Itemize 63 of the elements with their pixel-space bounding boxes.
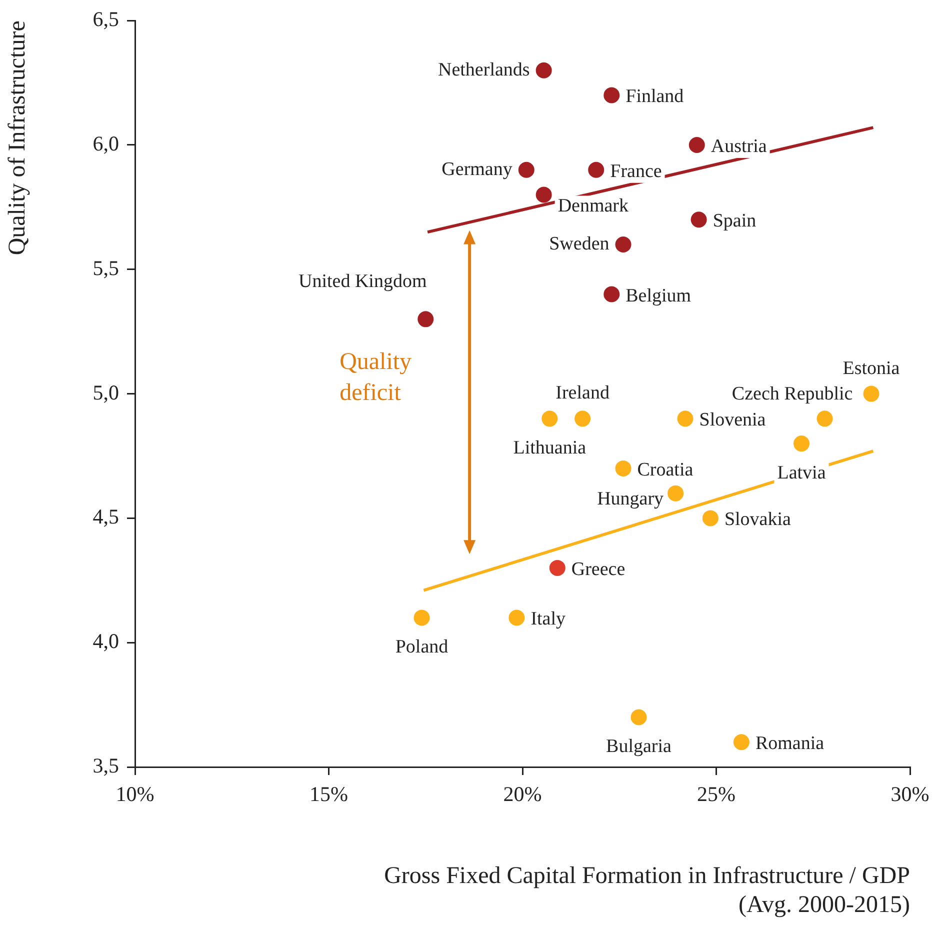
- y-tick-label: 4,0: [92, 629, 119, 654]
- series-label: Austria: [710, 136, 768, 157]
- series-label: Lithuania: [513, 438, 587, 459]
- series-label: Estonia: [842, 358, 900, 379]
- series-label: Spain: [712, 210, 757, 232]
- x-tick-label: 15%: [310, 782, 348, 806]
- series-label: Netherlands: [438, 59, 530, 80]
- x-tick-label: 10%: [116, 782, 154, 806]
- series-label: Romania: [755, 733, 825, 754]
- point: [816, 410, 833, 427]
- series-label: Bulgaria: [606, 736, 672, 758]
- point: [733, 734, 750, 750]
- point: [418, 311, 434, 328]
- point: [549, 560, 566, 576]
- series-label: Belgium: [626, 285, 692, 306]
- point: [542, 410, 558, 427]
- series-label: Greece: [571, 558, 626, 580]
- series-label: Ireland: [556, 382, 610, 404]
- point: [688, 137, 705, 153]
- series-label: Sweden: [549, 234, 610, 255]
- point: [536, 186, 552, 203]
- series-label: Czech Republic: [732, 384, 853, 405]
- point: [630, 709, 647, 726]
- point: [863, 386, 880, 402]
- x-axis-title: Gross Fixed Capital Formation in Infrastructure / GDP (Avg. 2000-2015): [384, 863, 910, 918]
- series-label: Germany: [442, 158, 513, 180]
- point: [604, 87, 620, 104]
- y-tick-label: 4,5: [92, 504, 119, 529]
- series-label: Poland: [395, 636, 449, 658]
- point: [508, 610, 525, 626]
- point: [690, 212, 707, 228]
- point: [794, 436, 810, 452]
- series-label: France: [610, 160, 662, 182]
- point: [615, 236, 632, 253]
- series-label: Croatia: [637, 459, 694, 480]
- y-tick-label: 5,0: [92, 380, 119, 404]
- series-label: Denmark: [558, 196, 630, 217]
- point: [604, 286, 620, 302]
- y-axis-title: Quality of Infrastructure: [4, 20, 31, 256]
- point: [414, 610, 430, 626]
- y-tick-label: 3,5: [92, 754, 119, 778]
- point: [615, 460, 632, 476]
- series-label: Italy: [530, 608, 566, 630]
- point: [518, 162, 534, 178]
- point: [588, 162, 604, 178]
- series-label: Slovenia: [699, 410, 766, 431]
- point: [677, 410, 694, 427]
- point: [574, 410, 591, 427]
- series-label: United Kingdom: [298, 271, 427, 292]
- x-tick-label: 30%: [890, 782, 930, 806]
- annotation: Quality deficit: [340, 348, 413, 408]
- point: [668, 485, 684, 502]
- series-label: Finland: [626, 86, 684, 108]
- point: [702, 510, 718, 526]
- x-tick-label: 20%: [503, 782, 542, 806]
- series-label: Slovakia: [724, 509, 792, 530]
- y-tick-label: 6,5: [92, 7, 119, 32]
- point: [536, 62, 552, 78]
- x-tick-label: 25%: [697, 782, 736, 806]
- y-tick-label: 5,5: [92, 256, 119, 280]
- y-tick-label: 6,0: [92, 132, 119, 156]
- series-label: Latvia: [777, 462, 826, 484]
- series-label: Hungary: [597, 488, 664, 510]
